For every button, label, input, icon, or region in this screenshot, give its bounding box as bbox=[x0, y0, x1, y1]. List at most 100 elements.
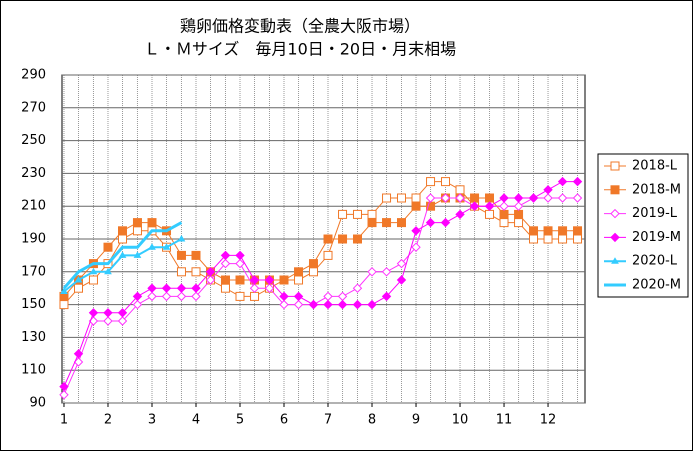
marker bbox=[88, 308, 99, 318]
marker bbox=[294, 267, 304, 277]
marker bbox=[543, 234, 553, 244]
marker bbox=[381, 267, 392, 277]
marker bbox=[396, 275, 407, 285]
y-tick-label: 290 bbox=[21, 68, 46, 83]
marker bbox=[118, 234, 128, 244]
marker bbox=[73, 349, 84, 359]
marker bbox=[485, 193, 495, 203]
marker bbox=[161, 291, 172, 302]
legend-label: 2018-M bbox=[632, 182, 681, 197]
marker bbox=[543, 226, 553, 236]
marker bbox=[367, 267, 377, 277]
marker bbox=[573, 226, 583, 236]
marker bbox=[89, 267, 98, 275]
marker bbox=[558, 234, 568, 244]
marker bbox=[205, 275, 216, 285]
marker bbox=[176, 283, 187, 293]
marker bbox=[610, 161, 620, 171]
marker bbox=[59, 381, 69, 392]
marker bbox=[191, 250, 201, 260]
marker bbox=[469, 201, 480, 211]
marker bbox=[573, 234, 583, 244]
marker bbox=[470, 193, 480, 203]
marker bbox=[308, 267, 318, 277]
marker bbox=[220, 283, 230, 293]
marker bbox=[264, 283, 275, 293]
marker bbox=[440, 217, 451, 228]
x-tick-label: 5 bbox=[236, 413, 244, 428]
y-tick-label: 230 bbox=[21, 166, 46, 181]
marker bbox=[396, 193, 406, 203]
marker bbox=[610, 232, 620, 243]
marker bbox=[220, 275, 230, 285]
marker bbox=[323, 299, 333, 310]
y-tick-label: 170 bbox=[21, 264, 46, 279]
legend-label: 2020-M bbox=[632, 278, 681, 293]
x-tick-label: 9 bbox=[412, 413, 420, 428]
marker bbox=[513, 201, 524, 211]
legend-label: 2019-L bbox=[632, 206, 678, 221]
marker bbox=[411, 226, 421, 236]
marker bbox=[455, 185, 465, 195]
marker bbox=[132, 218, 142, 228]
marker bbox=[338, 209, 348, 219]
marker bbox=[132, 226, 142, 236]
marker bbox=[499, 193, 509, 203]
marker bbox=[60, 287, 68, 294]
x-tick-label: 7 bbox=[324, 413, 332, 428]
marker bbox=[514, 218, 524, 228]
marker bbox=[367, 209, 377, 219]
marker bbox=[411, 201, 421, 211]
series-line bbox=[62, 221, 183, 290]
marker bbox=[132, 291, 143, 302]
marker bbox=[485, 209, 495, 219]
y-tick-label: 110 bbox=[21, 363, 46, 378]
y-tick-label: 90 bbox=[29, 396, 46, 411]
marker bbox=[279, 291, 289, 302]
marker bbox=[147, 283, 157, 293]
marker bbox=[396, 218, 406, 228]
marker bbox=[191, 267, 201, 277]
marker bbox=[308, 259, 318, 269]
marker bbox=[264, 275, 275, 285]
marker bbox=[117, 316, 128, 326]
marker bbox=[279, 299, 289, 310]
marker bbox=[441, 177, 451, 187]
marker bbox=[352, 299, 363, 310]
marker bbox=[104, 267, 112, 275]
marker bbox=[279, 275, 289, 285]
marker bbox=[293, 299, 304, 310]
marker bbox=[103, 308, 113, 318]
marker bbox=[529, 234, 539, 244]
marker bbox=[59, 300, 69, 310]
marker bbox=[411, 193, 421, 203]
marker bbox=[381, 291, 392, 302]
marker bbox=[514, 209, 524, 219]
marker bbox=[425, 193, 436, 203]
legend-label: 2018-L bbox=[632, 159, 678, 174]
marker bbox=[147, 218, 157, 228]
marker bbox=[147, 291, 157, 302]
marker bbox=[235, 291, 245, 301]
x-tick-label: 11 bbox=[496, 413, 513, 428]
marker bbox=[499, 218, 509, 228]
x-tick-label: 4 bbox=[192, 413, 200, 428]
marker bbox=[499, 209, 509, 219]
x-tick-label: 6 bbox=[280, 413, 288, 428]
marker bbox=[557, 176, 568, 187]
marker bbox=[118, 226, 128, 236]
marker bbox=[367, 299, 377, 310]
marker bbox=[132, 299, 143, 310]
marker bbox=[558, 226, 568, 236]
marker bbox=[148, 243, 156, 250]
marker bbox=[250, 291, 260, 301]
marker bbox=[176, 291, 187, 302]
x-tick-label: 3 bbox=[148, 413, 156, 428]
marker bbox=[513, 193, 524, 203]
marker bbox=[610, 185, 620, 195]
marker bbox=[337, 299, 348, 310]
marker bbox=[323, 234, 333, 244]
marker bbox=[352, 283, 363, 293]
marker bbox=[176, 267, 186, 277]
